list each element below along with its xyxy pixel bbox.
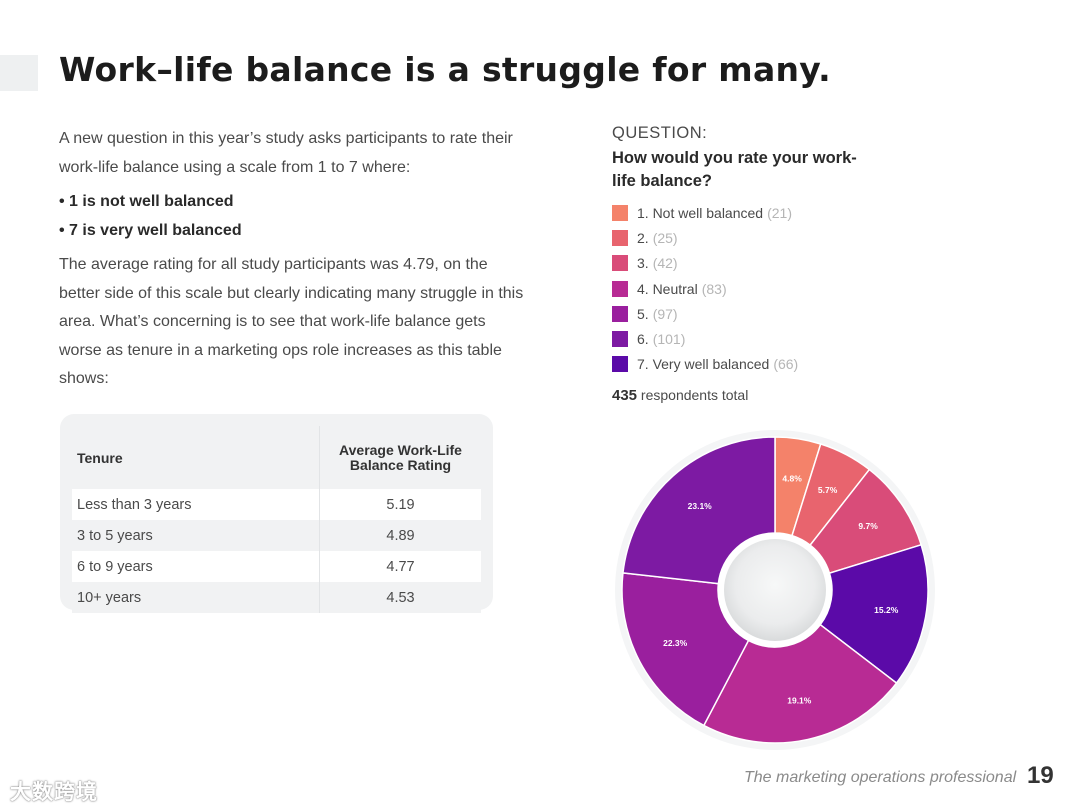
- tenure-cell: Less than 3 years: [72, 489, 320, 520]
- legend-swatch: [612, 229, 628, 246]
- column-header-rating-text: Average Work-Life Balance Rating: [339, 441, 462, 473]
- slice-label: 5.7%: [818, 485, 838, 495]
- legend-item: 3. (42): [612, 251, 798, 276]
- legend-swatch: [612, 255, 628, 272]
- legend-swatch: [612, 356, 628, 373]
- rating-cell: 4.77: [319, 551, 481, 582]
- slice-label: 23.1%: [688, 501, 713, 511]
- legend-label: 4. Neutral: [637, 280, 698, 297]
- bullet-item: • 1 is not well balanced: [59, 193, 234, 210]
- legend-label: 5.: [637, 305, 649, 322]
- analysis-paragraph: The average rating for all study partici…: [59, 256, 524, 387]
- legend-count: (21): [767, 204, 792, 221]
- donut-slices: [621, 436, 929, 744]
- legend-count: (66): [773, 356, 799, 373]
- legend-label: 2.: [637, 229, 649, 246]
- legend-count: (97): [652, 305, 678, 322]
- legend-count: (101): [652, 331, 686, 348]
- intro-paragraph: A new question in this year’s study asks…: [59, 130, 513, 176]
- table-row: Less than 3 years 5.19: [72, 489, 481, 520]
- slice-label: 22.3%: [663, 638, 688, 648]
- rating-cell: 4.89: [319, 520, 481, 551]
- legend-swatch: [612, 280, 628, 297]
- bullet-item: • 7 is very well balanced: [59, 221, 242, 239]
- legend-count: (42): [652, 255, 678, 272]
- table-row: 10+ years 4.53: [72, 582, 481, 613]
- legend-item: 4. Neutral (83): [612, 276, 798, 301]
- rating-cell: 4.53: [319, 582, 481, 613]
- legend-item: 6. (101): [612, 326, 798, 351]
- tenure-cell: 6 to 9 years: [72, 551, 320, 582]
- body-text: A new question in this year’s study asks…: [59, 125, 529, 394]
- legend-item: 1. Not well balanced (21): [612, 200, 798, 225]
- donut-chart: 4.8% 5.7% 9.7% 15.2% 19.1% 22.3% 23.1%: [615, 430, 935, 750]
- legend-swatch: [612, 331, 628, 348]
- question-label: QUESTION:: [612, 124, 708, 142]
- tenure-table-card: Tenure Average Work-Life Balance Rating …: [60, 414, 493, 613]
- donut-hole: [724, 539, 826, 641]
- section-tab-marker: [0, 55, 38, 91]
- slice-label: 4.8%: [782, 473, 802, 483]
- footer-text: The marketing operations professional: [744, 769, 1017, 786]
- donut-slice-labels: 4.8% 5.7% 9.7% 15.2% 19.1% 22.3% 23.1%: [663, 473, 899, 705]
- column-header-tenure: Tenure: [77, 449, 123, 466]
- legend-count: (83): [701, 280, 727, 297]
- slice-label: 19.1%: [787, 695, 812, 705]
- tenure-cell: 10+ years: [72, 582, 320, 613]
- watermark-logo: 大数跨境: [10, 776, 98, 806]
- slice-label: 15.2%: [874, 605, 899, 615]
- legend-label: 3.: [637, 255, 649, 272]
- page-title: Work–life balance is a struggle for many…: [59, 50, 831, 89]
- legend-label: 6.: [637, 331, 649, 348]
- legend-label: 1. Not well balanced: [637, 204, 764, 221]
- watermark-text: 大数跨境: [10, 781, 98, 804]
- question-text: How would you rate your work-life balanc…: [612, 149, 857, 190]
- table-row: 6 to 9 years 4.77: [72, 551, 481, 582]
- chart-legend: 1. Not well balanced (21) 2. (25) 3. (42) 4. N…: [612, 200, 798, 377]
- legend-swatch: [612, 204, 628, 221]
- legend-count: (25): [652, 229, 678, 246]
- legend-label: 7. Very well balanced: [637, 356, 770, 373]
- page-number: 19: [1027, 762, 1054, 789]
- legend-swatch: [612, 305, 628, 322]
- scale-bullets: • 1 is not well balanced • 7 is very wel…: [59, 188, 529, 245]
- legend-item: 5. (97): [612, 301, 798, 326]
- slice-label: 9.7%: [858, 521, 878, 531]
- table-row: 3 to 5 years 4.89: [72, 520, 481, 551]
- tenure-cell: 3 to 5 years: [72, 520, 320, 551]
- legend-item: 2. (25): [612, 225, 798, 250]
- rating-cell: 5.19: [319, 489, 481, 520]
- column-header-rating: Average Work-Life Balance Rating: [319, 426, 481, 489]
- legend-item: 7. Very well balanced (66): [612, 352, 798, 377]
- tenure-table: Tenure Average Work-Life Balance Rating …: [72, 426, 481, 613]
- respondents-count: 435: [612, 387, 638, 404]
- respondents-total: 435 respondents total: [612, 387, 748, 404]
- respondents-label: respondents total: [640, 387, 749, 403]
